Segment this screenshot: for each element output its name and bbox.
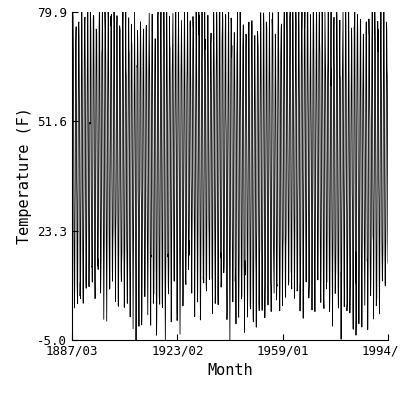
X-axis label: Month: Month bbox=[207, 364, 253, 378]
Y-axis label: Temperature (F): Temperature (F) bbox=[16, 108, 32, 244]
